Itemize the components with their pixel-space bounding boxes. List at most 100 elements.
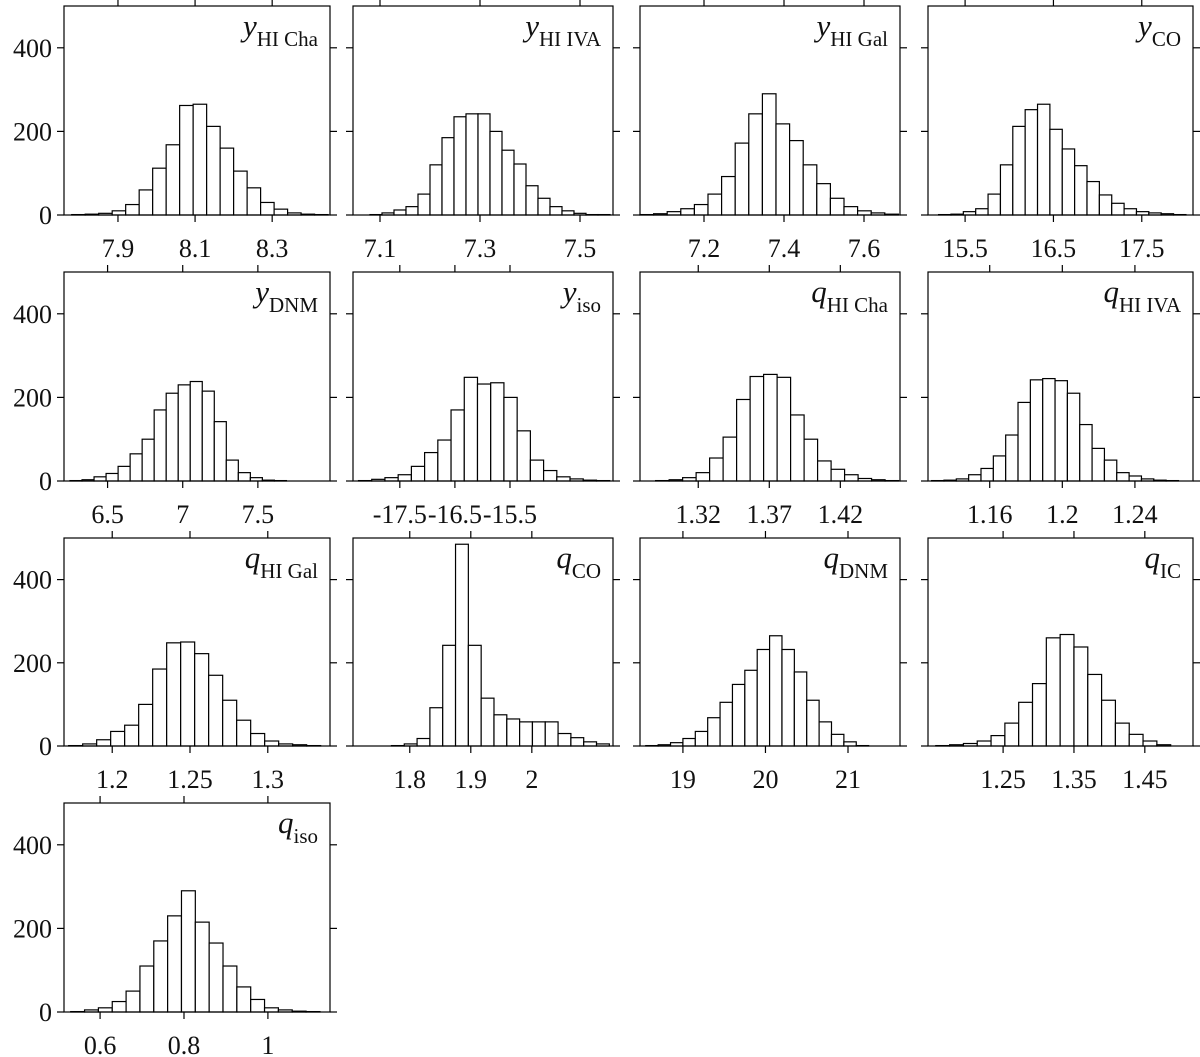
bar: [397, 474, 412, 482]
panel: 0 200 400 7.9 8.1 8.3 yHI Cha: [13, 0, 337, 263]
bar: [830, 468, 846, 482]
bar: [1004, 722, 1020, 747]
bar: [503, 396, 518, 482]
bar: [167, 915, 183, 1013]
bar: [442, 644, 457, 747]
bar: [781, 648, 795, 747]
label-subscript: DNM: [839, 559, 888, 583]
bar: [153, 409, 167, 482]
panel-label: yHI IVA: [522, 8, 602, 51]
panel-label: qHI Gal: [245, 540, 318, 583]
bar: [129, 453, 143, 482]
bar: [748, 113, 763, 216]
bar: [206, 125, 221, 216]
bar: [124, 724, 140, 747]
x-tick-label: 1.16: [967, 500, 1013, 529]
bar: [736, 398, 751, 482]
x-tick-label: 7.5: [564, 234, 597, 263]
bar: [1103, 459, 1118, 482]
bar: [201, 390, 215, 482]
x-tick-label: 1.2: [96, 765, 129, 794]
bar: [1079, 423, 1093, 482]
bar: [189, 380, 203, 482]
panel-label: qIC: [1145, 540, 1182, 583]
axes-box: [352, 537, 614, 747]
bar: [761, 93, 777, 216]
axes-box: [639, 537, 901, 747]
bar: [519, 721, 534, 747]
bar: [424, 451, 439, 482]
y-tick-label: 0: [39, 467, 52, 496]
label-symbol: y: [252, 274, 269, 309]
bar: [734, 142, 750, 216]
bar: [165, 392, 179, 482]
bar: [975, 208, 989, 216]
bar: [709, 457, 724, 482]
bar: [1074, 165, 1088, 216]
x-tick-label: -17.5: [373, 500, 427, 529]
bar: [790, 414, 805, 482]
x-tick-label: 7.4: [768, 234, 801, 263]
panel: 0 200 400 6.5 7 7.5 yDNM: [13, 265, 337, 529]
axes-box: [927, 271, 1194, 482]
bar: [806, 699, 820, 747]
bar: [393, 209, 407, 216]
label-subscript: HI Gal: [260, 559, 318, 583]
bar: [529, 459, 545, 482]
bar: [222, 965, 238, 1013]
bar: [722, 436, 738, 482]
x-tick-label: 7.1: [364, 234, 397, 263]
bar: [763, 373, 778, 482]
bar: [776, 376, 792, 482]
bar: [793, 671, 808, 747]
bar: [166, 642, 182, 747]
bar: [1073, 646, 1089, 747]
x-tick-label: 7: [176, 500, 189, 529]
panel-label: qHI IVA: [1103, 274, 1181, 317]
bar: [549, 206, 563, 216]
bar: [233, 170, 248, 216]
bar: [192, 103, 208, 216]
bar: [1031, 682, 1047, 747]
bar: [264, 740, 280, 747]
bar: [506, 718, 521, 747]
panel-label: yiso: [560, 274, 601, 317]
panel-label: yHI Gal: [814, 8, 889, 51]
x-tick-label: 1.35: [1051, 765, 1097, 794]
bar: [719, 701, 734, 747]
bar: [768, 635, 783, 747]
bar: [417, 193, 431, 216]
bar: [1017, 401, 1031, 482]
bar: [829, 197, 845, 216]
bar: [179, 104, 194, 216]
axes-box: [927, 537, 1194, 747]
bar: [138, 189, 154, 216]
bar: [1024, 109, 1039, 216]
bar: [843, 206, 859, 216]
bar: [707, 717, 721, 747]
bar: [110, 730, 126, 747]
bar: [153, 940, 169, 1013]
axes-box: [352, 271, 614, 482]
label-subscript: IC: [1160, 559, 1181, 583]
bar: [139, 965, 155, 1013]
bar: [749, 375, 765, 482]
y-tick-label: 200: [13, 117, 52, 146]
bar: [493, 714, 508, 747]
bar: [236, 986, 252, 1013]
label-symbol: q: [278, 805, 294, 840]
bar: [429, 707, 444, 747]
bar: [489, 130, 503, 216]
x-tick-label: 7.2: [688, 234, 721, 263]
panel: 1.16 1.2 1.24 qHI IVA: [921, 265, 1200, 529]
label-subscript: DNM: [269, 293, 318, 317]
x-tick-label: 21: [835, 765, 861, 794]
x-tick-label: 1.8: [394, 765, 427, 794]
bar: [246, 187, 262, 216]
bar: [450, 409, 465, 482]
x-tick-label: 1.37: [747, 500, 793, 529]
bar: [1059, 633, 1075, 747]
panel-label: yCO: [1135, 8, 1181, 51]
bar: [1054, 380, 1068, 482]
bar: [467, 644, 482, 747]
